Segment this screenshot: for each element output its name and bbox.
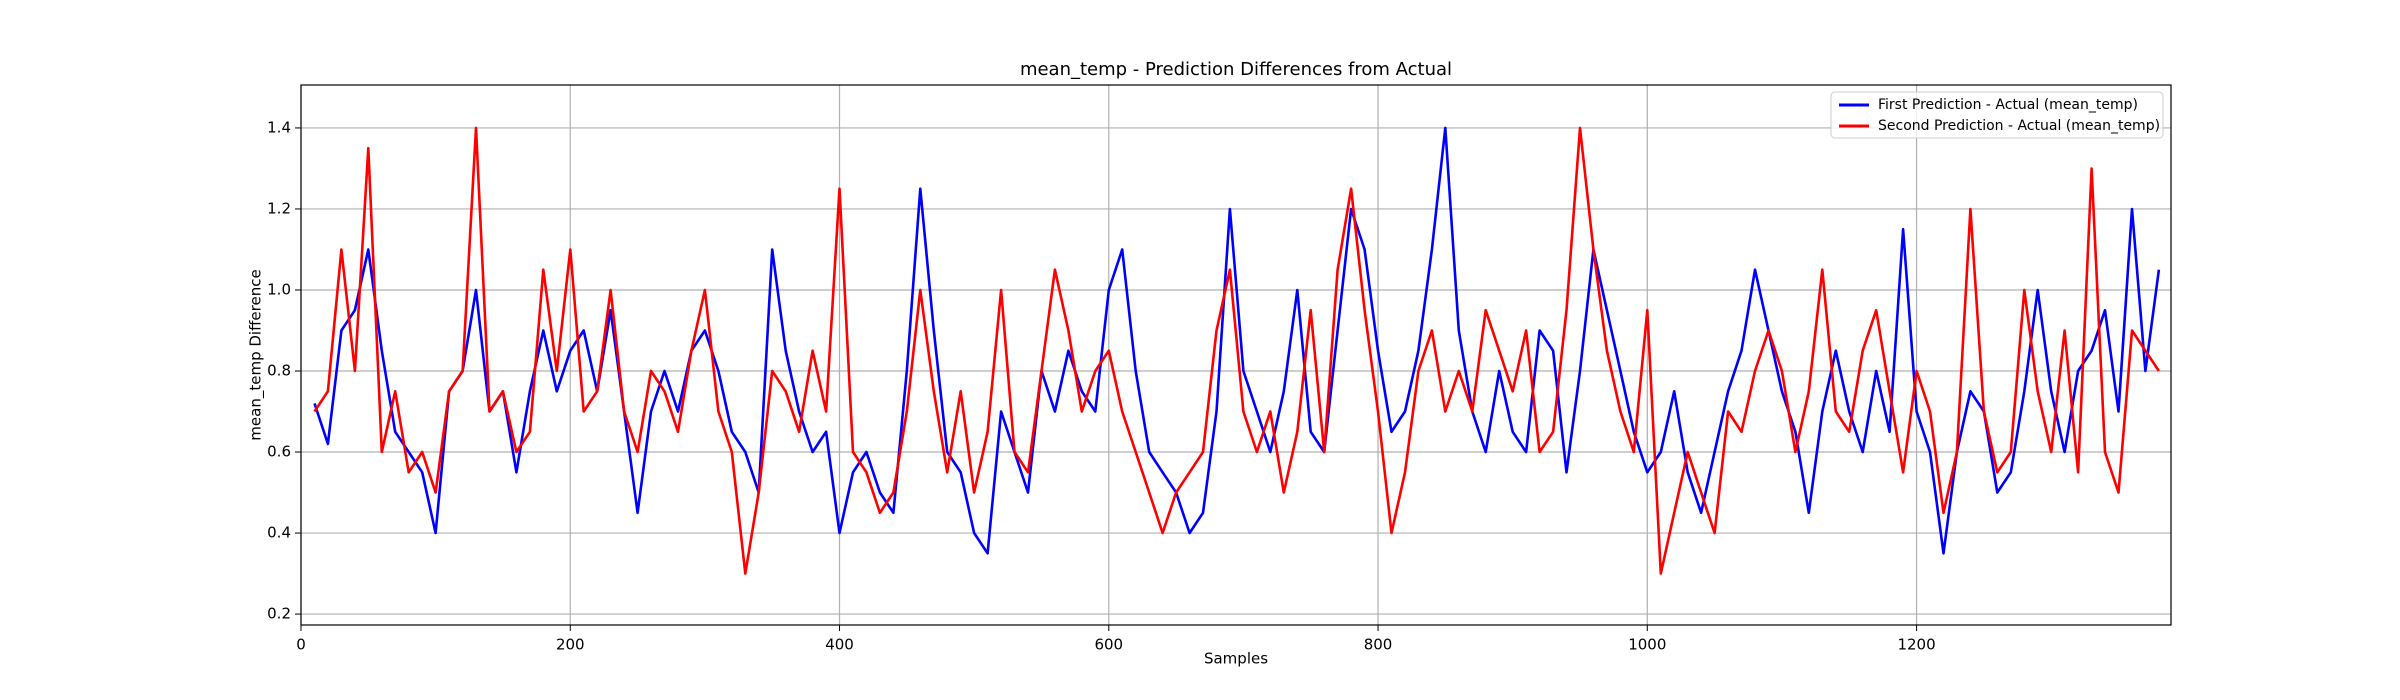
legend-label: First Prediction - Actual (mean_temp): [1878, 97, 2138, 113]
y-tick-label: 0.6: [267, 443, 291, 461]
legend-label: Second Prediction - Actual (mean_temp): [1878, 118, 2160, 134]
x-axis-label: Samples: [1204, 650, 1268, 668]
x-tick-label: 800: [1364, 636, 1393, 654]
y-tick-label: 0.4: [267, 524, 291, 542]
legend-box: [1830, 91, 2164, 139]
x-tick-label: 1000: [1628, 636, 1666, 654]
line-series: [313, 126, 2160, 575]
y-tick-label: 0.8: [267, 362, 291, 380]
plot-frame: [300, 84, 2172, 626]
y-tick-label: 1.0: [267, 280, 291, 298]
x-tick-label: 0: [296, 636, 306, 654]
x-tick-label: 1200: [1897, 636, 1935, 654]
y-tick-label: 1.4: [267, 118, 291, 136]
x-tick-label: 600: [1094, 636, 1123, 654]
y-tick-label: 0.2: [267, 605, 291, 623]
x-tick-label: 400: [825, 636, 854, 654]
chart-title: mean_temp - Prediction Differences from …: [1020, 59, 1452, 80]
y-axis-label: mean_temp Difference: [247, 269, 266, 440]
x-tick-label: 200: [556, 636, 585, 654]
y-tick-label: 1.2: [267, 199, 291, 217]
